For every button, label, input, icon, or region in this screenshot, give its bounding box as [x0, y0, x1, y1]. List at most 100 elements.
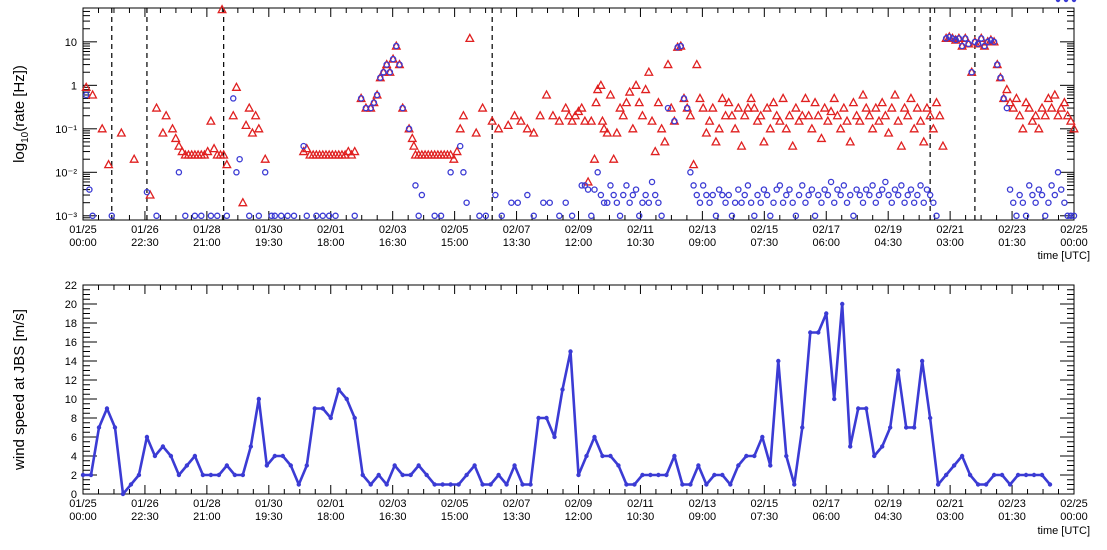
rate-circle-point [754, 191, 761, 199]
wind-speed-point [152, 453, 158, 459]
rate-triangle-point [691, 59, 702, 69]
wind-speed-point [224, 463, 230, 468]
rate-circle-point [690, 182, 697, 189]
wind-speed-point [192, 453, 198, 459]
wind-speed-point [552, 434, 557, 440]
rate-circle-point [1051, 191, 1059, 199]
wind-speed-point [560, 387, 565, 392]
rate-triangle-point [733, 102, 744, 112]
rate-circle-point [393, 42, 400, 50]
rate-chart: 10110⁻¹10⁻²10⁻³01/2500:0001/2622:3001/28… [11, 4, 1090, 262]
wind-speed-point [1039, 472, 1045, 478]
y-tick-label: 10⁻¹ [55, 124, 77, 136]
rate-triangle-point [701, 127, 712, 137]
x-tick-label: 02/15 [751, 498, 779, 510]
rate-circle-point [930, 199, 937, 206]
rate-triangle-point [1017, 123, 1028, 133]
rate-triangle-point [800, 93, 811, 103]
rate-triangle-point [586, 115, 597, 125]
rate-circle-point [802, 199, 809, 206]
rate-circle-point [770, 199, 777, 206]
rate-triangle-point [931, 97, 942, 107]
rate-circle-point [482, 212, 490, 220]
rate-circle-point [319, 212, 327, 220]
wind-speed-point [967, 472, 973, 478]
rate-circle-point [245, 212, 253, 220]
wind-speed-point [983, 482, 989, 487]
rate-triangle-point [890, 89, 900, 99]
rate-triangle-point [902, 110, 913, 120]
rate-triangle-point [755, 110, 766, 120]
y-tick-label: 10⁻³ [55, 211, 77, 223]
rate-triangle-point [158, 127, 168, 137]
x-tick-label: 02/25 [1060, 498, 1088, 510]
wind-speed-point [856, 406, 861, 411]
rate-circle-point [648, 178, 656, 186]
rate-circle-point [658, 212, 665, 220]
wind-speed-point [416, 463, 421, 468]
rate-circle-point [866, 191, 873, 199]
rate-circle-point [830, 199, 838, 206]
rate-triangle-point [637, 110, 648, 120]
wind-speed-point [864, 406, 869, 411]
wind-speed-point [80, 472, 86, 478]
rate-triangle-point [407, 133, 418, 143]
rate-circle-point [773, 186, 780, 193]
rate-circle-point [987, 36, 995, 44]
x-tick-label: 16:30 [379, 237, 407, 249]
rate-circle-point [789, 199, 796, 206]
rate-circle-point [463, 199, 470, 206]
rate-circle-point [255, 212, 263, 220]
rate-circle-point [949, 35, 956, 42]
rate-triangle-point [241, 120, 251, 130]
y-tick-label: 6 [71, 432, 77, 444]
rate-triangle-point [775, 115, 785, 125]
wind-speed-point [616, 463, 621, 468]
rate-circle-point [626, 199, 633, 206]
rate-circle-point [182, 212, 189, 220]
wind-speed-point [424, 472, 429, 478]
rate-circle-point [674, 44, 681, 51]
x-tick-label: 02/17 [812, 224, 840, 236]
rate-triangle-point [650, 146, 661, 156]
rate-circle-point [811, 212, 819, 220]
rate-circle-point [108, 212, 116, 220]
wind-speed-point [128, 482, 134, 487]
rate-circle-point [418, 191, 426, 199]
wind-speed-point [1007, 482, 1013, 487]
wind-speed-point [528, 482, 533, 487]
wind-speed-point [448, 482, 453, 487]
rate-circle-point [885, 191, 892, 199]
wind-speed-point [184, 463, 190, 468]
wind-speed-point [760, 434, 765, 440]
wind-speed-point [216, 472, 222, 478]
rate-circle-point [604, 199, 611, 206]
wind-speed-point [728, 482, 733, 487]
wind-speed-point [792, 482, 797, 487]
wind-speed-point [520, 482, 525, 487]
rate-triangle-point [685, 110, 696, 120]
wind-speed-point [568, 349, 573, 354]
rate-circle-point [875, 191, 883, 199]
wind-speed-point [895, 368, 901, 373]
rate-circle-point [412, 182, 419, 189]
rate-circle-point [738, 199, 745, 206]
rate-triangle-point [509, 110, 520, 120]
rate-circle-point [616, 212, 624, 220]
rate-triangle-point [493, 123, 504, 133]
rate-triangle-point [455, 123, 466, 133]
rate-triangle-point [477, 102, 488, 112]
rate-triangle-point [1001, 84, 1012, 94]
x-tick-label: 02/07 [503, 224, 531, 236]
rate-circle-point [607, 182, 614, 189]
wind-speed-point [360, 472, 365, 478]
rate-triangle-point [615, 102, 625, 112]
x-tick-label: 07:30 [751, 237, 779, 249]
rate-triangle-point [1030, 110, 1041, 120]
wind-speed-point [480, 482, 485, 487]
rate-triangle-point [244, 102, 255, 112]
wind-speed-point [96, 425, 102, 430]
wind-speed-point [472, 463, 477, 468]
rate-circle-point [1010, 199, 1017, 206]
